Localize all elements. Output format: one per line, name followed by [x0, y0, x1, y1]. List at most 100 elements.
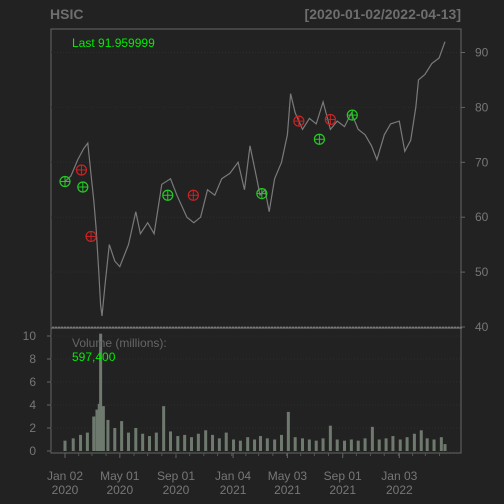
volume-bar [176, 436, 180, 451]
chart-date-range: [2020-01-02/2022-04-13] [304, 6, 461, 22]
volume-bar [412, 433, 416, 451]
volume-bar [349, 439, 353, 451]
price-tick-label: 80 [475, 100, 489, 114]
x-tick-year-label: 2020 [52, 483, 79, 497]
volume-bar [253, 439, 257, 451]
volume-value: 597,400 [72, 350, 116, 364]
volume-bar [273, 439, 277, 451]
volume-bar [301, 438, 304, 451]
volume-bar [443, 444, 447, 451]
volume-bar [134, 428, 138, 451]
x-tick-year-label: 2020 [163, 483, 190, 497]
volume-bar [286, 411, 290, 451]
volume-bar [71, 438, 75, 451]
x-tick-label: Jan 04 [215, 469, 251, 483]
price-panel-frame [50, 28, 462, 328]
volume-bar [384, 438, 388, 451]
price-tick-label: 40 [475, 320, 489, 334]
volume-bar [190, 437, 194, 451]
volume-bar [377, 439, 381, 451]
volume-bar [343, 440, 347, 451]
x-tick-year-label: 2021 [220, 483, 247, 497]
last-price-label: Last 91.959999 [72, 36, 155, 50]
volume-bar [169, 431, 173, 451]
volume-bar [95, 409, 99, 451]
volume-bar [356, 440, 360, 451]
volume-bar [217, 438, 221, 451]
volume-bar [224, 432, 228, 451]
x-tick-year-label: 2022 [386, 483, 413, 497]
price-tick-label: 60 [475, 210, 489, 224]
volume-tick-label: 2 [29, 421, 36, 435]
volume-bar [370, 426, 374, 451]
volume-bar [293, 437, 297, 451]
volume-bar [398, 439, 402, 451]
x-tick-label: Jan 03 [381, 469, 417, 483]
volume-bar [113, 428, 117, 451]
volume-tick-label: 0 [29, 444, 36, 458]
volume-bar [183, 434, 187, 451]
volume-bar [314, 440, 318, 451]
x-tick-label: Jan 02 [47, 469, 83, 483]
volume-bar [391, 436, 395, 451]
volume-bar [328, 425, 332, 451]
volume-bar [439, 437, 443, 451]
x-tick-year-label: 2021 [274, 483, 301, 497]
price-tick-label: 70 [475, 155, 489, 169]
volume-bar [335, 439, 339, 451]
sell-signal-marker [187, 189, 199, 201]
volume-bar [196, 433, 200, 451]
buy-signal-marker [77, 181, 89, 193]
volume-bar [92, 416, 96, 451]
volume-bar [85, 432, 89, 451]
volume-bar [126, 432, 130, 451]
x-tick-year-label: 2020 [106, 483, 133, 497]
volume-bar [246, 437, 250, 451]
x-tick-label: Sep 01 [324, 469, 362, 483]
sell-signal-marker [324, 113, 336, 126]
volume-tick-label: 10 [23, 329, 37, 343]
volume-bar [405, 437, 409, 451]
volume-bar [154, 432, 158, 451]
volume-bar [120, 421, 124, 451]
volume-bar [147, 436, 151, 451]
volume-bar [238, 440, 242, 451]
price-tick-label: 50 [475, 265, 489, 279]
sell-signal-marker [293, 115, 305, 127]
x-tick-label: May 01 [100, 469, 140, 483]
x-tick-label: May 03 [268, 469, 308, 483]
volume-tick-label: 6 [29, 375, 36, 389]
volume-bar [363, 438, 367, 451]
volume-bar [211, 434, 215, 451]
volume-tick-label: 8 [29, 352, 36, 366]
chart-symbol-title: HSIC [50, 6, 84, 22]
volume-bar [432, 439, 436, 451]
x-tick-label: Sep 01 [157, 469, 195, 483]
buy-signal-marker [313, 133, 325, 145]
buy-signal-marker [59, 175, 71, 188]
volume-bar [79, 434, 83, 451]
volume-bar [279, 434, 283, 451]
volume-bar [141, 433, 145, 451]
volume-bar [419, 430, 423, 451]
buy-signal-marker [162, 189, 174, 201]
sell-signal-marker [85, 230, 97, 243]
volume-bar [425, 438, 429, 451]
volume-bar [63, 440, 67, 451]
volume-tick-label: 4 [29, 398, 36, 412]
buy-signal-marker [346, 109, 358, 121]
price-series-line [64, 41, 446, 317]
volume-bar [162, 406, 166, 451]
volume-label: Volume (millions): [72, 336, 167, 350]
x-tick-year-label: 2021 [329, 483, 356, 497]
volume-bar [204, 430, 208, 451]
volume-bar [265, 438, 269, 451]
volume-bar [99, 333, 103, 451]
buy-signal-marker [256, 187, 268, 200]
volume-bar [101, 406, 105, 451]
volume-bar [106, 419, 110, 451]
volume-bar [232, 439, 236, 451]
sell-signal-marker [75, 164, 88, 176]
price-tick-label: 90 [475, 46, 489, 60]
